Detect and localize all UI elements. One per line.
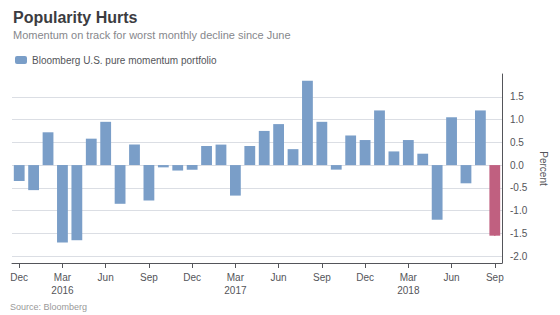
svg-text:Mar: Mar [400, 272, 418, 283]
svg-text:Dec: Dec [10, 272, 28, 283]
svg-text:0.0: 0.0 [510, 160, 524, 171]
svg-text:Jun: Jun [443, 272, 459, 283]
svg-text:Mar: Mar [227, 272, 245, 283]
svg-text:Dec: Dec [183, 272, 201, 283]
svg-text:Sep: Sep [140, 272, 158, 283]
svg-text:Sep: Sep [313, 272, 331, 283]
svg-text:Bloomberg U.S. pure momentum p: Bloomberg U.S. pure momentum portfolio [32, 55, 217, 66]
svg-text:2016: 2016 [51, 285, 74, 296]
svg-text:-2.0: -2.0 [510, 251, 528, 262]
svg-text:Momentum on track for worst mo: Momentum on track for worst monthly decl… [13, 29, 291, 41]
svg-text:Percent: Percent [538, 151, 549, 186]
svg-text:2018: 2018 [397, 285, 420, 296]
svg-text:Sep: Sep [486, 272, 504, 283]
svg-text:Dec: Dec [356, 272, 374, 283]
svg-text:1.5: 1.5 [510, 91, 524, 102]
svg-text:Jun: Jun [271, 272, 287, 283]
svg-text:-0.5: -0.5 [510, 182, 528, 193]
svg-text:-1.0: -1.0 [510, 205, 528, 216]
svg-text:0.5: 0.5 [510, 137, 524, 148]
svg-text:Jun: Jun [98, 272, 114, 283]
svg-text:Popularity Hurts: Popularity Hurts [13, 9, 138, 26]
svg-text:2017: 2017 [224, 285, 247, 296]
svg-text:-1.5: -1.5 [510, 228, 528, 239]
svg-text:Mar: Mar [54, 272, 72, 283]
svg-text:1.0: 1.0 [510, 114, 524, 125]
svg-text:Source: Bloomberg: Source: Bloomberg [10, 302, 87, 312]
